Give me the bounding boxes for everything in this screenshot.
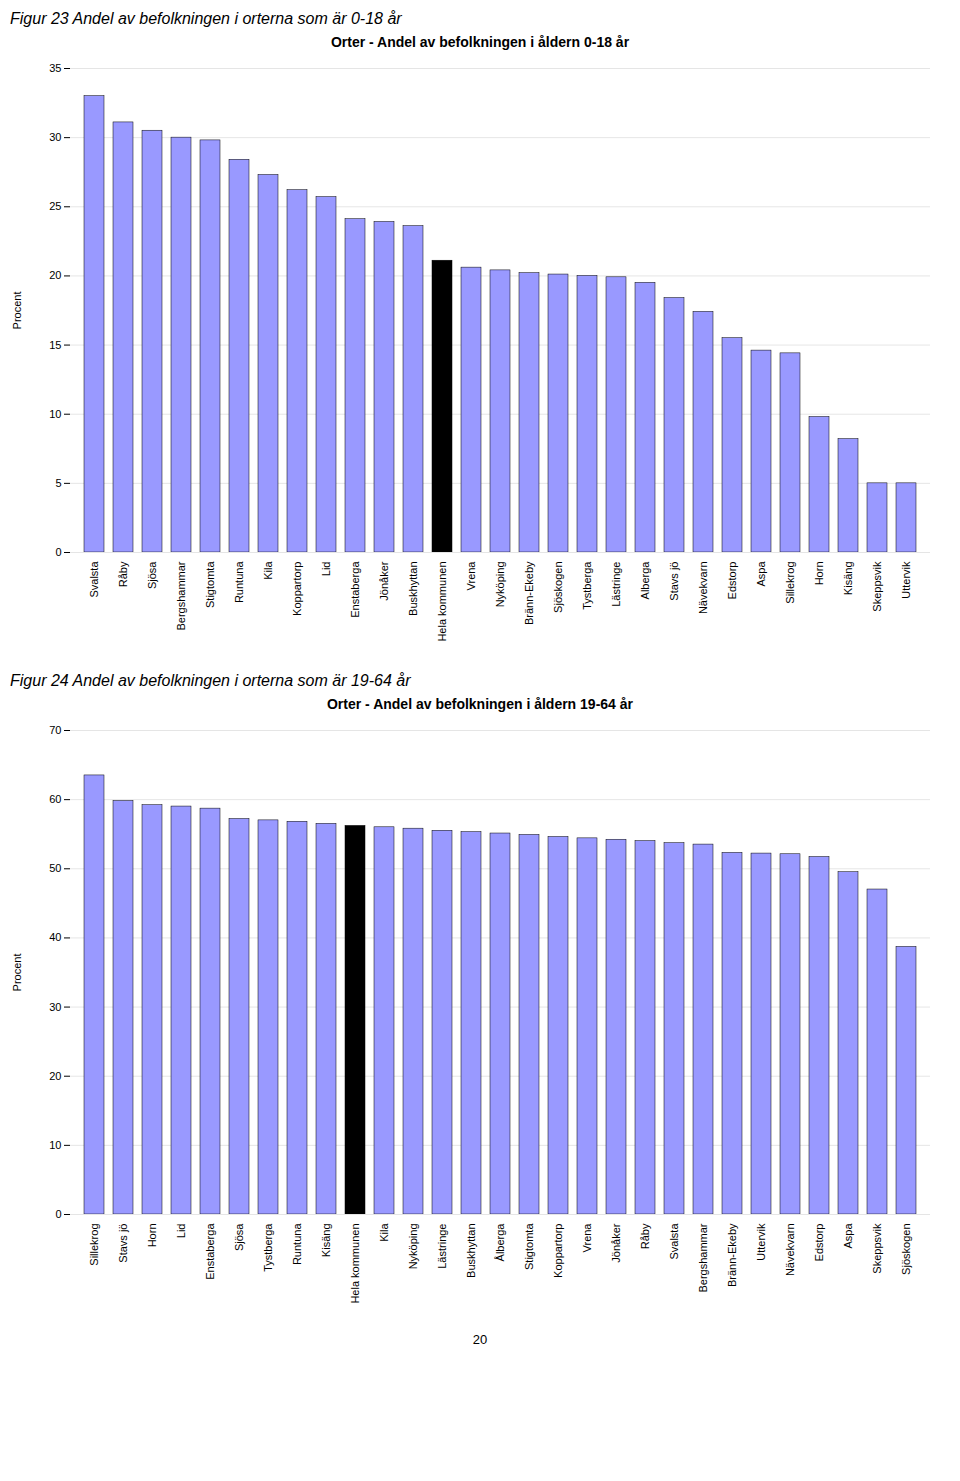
svg-text:Bränn-Ekeby: Bränn-Ekeby — [523, 561, 535, 625]
svg-text:Svalsta: Svalsta — [88, 561, 100, 598]
svg-text:Sjösa: Sjösa — [233, 1223, 245, 1251]
svg-text:Hela kommunen: Hela kommunen — [436, 562, 448, 642]
svg-text:30: 30 — [49, 1001, 61, 1013]
svg-text:Lid: Lid — [320, 562, 332, 577]
svg-text:20: 20 — [49, 1070, 61, 1082]
svg-text:Bergshammar: Bergshammar — [175, 561, 187, 630]
svg-text:Procent: Procent — [11, 292, 23, 330]
svg-text:Buskhyttan: Buskhyttan — [407, 562, 419, 616]
svg-text:Koppartorp: Koppartorp — [291, 562, 303, 616]
html-text:Figur 23 Andel av befolkningen: Figur 23 Andel av befolkningen i orterna… — [10, 10, 402, 27]
svg-text:40: 40 — [49, 931, 61, 943]
svg-text:Skeppsvik: Skeppsvik — [871, 561, 883, 612]
svg-text:Jönåker: Jönåker — [378, 561, 390, 600]
svg-text:Vrena: Vrena — [465, 561, 477, 591]
svg-text:Enstaberga: Enstaberga — [204, 1223, 216, 1280]
svg-text:Kila: Kila — [378, 1223, 390, 1242]
svg-text:5: 5 — [55, 477, 61, 489]
svg-text:Enstaberga: Enstaberga — [349, 561, 361, 618]
svg-text:Aspa: Aspa — [842, 1223, 854, 1249]
svg-text:Sjösa: Sjösa — [146, 561, 158, 589]
svg-text:15: 15 — [49, 339, 61, 351]
svg-text:Koppartorp: Koppartorp — [552, 1224, 564, 1278]
svg-text:Alberga: Alberga — [639, 561, 651, 600]
svg-text:Sillekrog: Sillekrog — [784, 562, 796, 604]
svg-text:Lästringe: Lästringe — [436, 1224, 448, 1269]
svg-text:Stigtomta: Stigtomta — [204, 561, 216, 608]
svg-text:Stavs jö: Stavs jö — [668, 562, 680, 601]
svg-text:Stavs jö: Stavs jö — [117, 1224, 129, 1263]
svg-text:Tystberga: Tystberga — [581, 561, 593, 610]
svg-text:10: 10 — [49, 408, 61, 420]
html-text:Orter - Andel av befolkningen: Orter - Andel av befolkningen i åldern 0… — [330, 34, 630, 50]
svg-text:Kisäng: Kisäng — [320, 1224, 332, 1258]
svg-text:Horn: Horn — [813, 562, 825, 586]
svg-text:Nävekvarn: Nävekvarn — [697, 562, 709, 615]
svg-text:Tystberga: Tystberga — [262, 1223, 274, 1272]
svg-text:30: 30 — [49, 131, 61, 143]
svg-text:Buskhyttan: Buskhyttan — [465, 1224, 477, 1278]
svg-text:Lästringe: Lästringe — [610, 562, 622, 607]
svg-text:Procent: Procent — [11, 954, 23, 992]
svg-text:Bränn-Ekeby: Bränn-Ekeby — [726, 1223, 738, 1287]
svg-text:Horn: Horn — [146, 1224, 158, 1248]
svg-text:Nyköping: Nyköping — [494, 562, 506, 608]
svg-text:Sillekrog: Sillekrog — [88, 1224, 100, 1266]
svg-text:Runtuna: Runtuna — [233, 561, 245, 603]
svg-text:Aspa: Aspa — [755, 561, 767, 587]
svg-text:Vrena: Vrena — [581, 1223, 593, 1253]
svg-text:Uttervik: Uttervik — [900, 561, 912, 599]
svg-text:Nävekvarn: Nävekvarn — [784, 1224, 796, 1277]
svg-text:35: 35 — [49, 62, 61, 74]
svg-text:Råby: Råby — [117, 561, 129, 587]
svg-text:10: 10 — [49, 1139, 61, 1151]
svg-text:Nyköping: Nyköping — [407, 1224, 419, 1270]
svg-text:Skeppsvik: Skeppsvik — [871, 1223, 883, 1274]
svg-text:60: 60 — [49, 793, 61, 805]
svg-text:70: 70 — [49, 724, 61, 736]
html-text:Figur 24 Andel av befolkningen: Figur 24 Andel av befolkningen i orterna… — [10, 672, 411, 689]
svg-text:Lid: Lid — [175, 1224, 187, 1239]
svg-text:20: 20 — [49, 269, 61, 281]
svg-text:Edstorp: Edstorp — [726, 562, 738, 600]
svg-text:Uttervik: Uttervik — [755, 1223, 767, 1261]
svg-text:Råby: Råby — [639, 1223, 651, 1249]
svg-text:Sjöskogen: Sjöskogen — [900, 1224, 912, 1275]
svg-text:Runtuna: Runtuna — [291, 1223, 303, 1265]
svg-text:Kila: Kila — [262, 561, 274, 580]
svg-text:Kisäng: Kisäng — [842, 562, 854, 596]
svg-text:Ålberga: Ålberga — [494, 1223, 506, 1262]
svg-text:Stigtomta: Stigtomta — [523, 1223, 535, 1270]
svg-text:0: 0 — [55, 546, 61, 558]
svg-text:50: 50 — [49, 862, 61, 874]
svg-text:Jönåker: Jönåker — [610, 1223, 622, 1262]
svg-text:Edstorp: Edstorp — [813, 1224, 825, 1262]
svg-text:Sjöskogen: Sjöskogen — [552, 562, 564, 613]
svg-text:0: 0 — [55, 1208, 61, 1220]
svg-text:Svalsta: Svalsta — [668, 1223, 680, 1260]
svg-text:Hela kommunen: Hela kommunen — [349, 1224, 361, 1304]
svg-text:Bergshammar: Bergshammar — [697, 1223, 709, 1292]
html-text:Orter - Andel av befolkningen: Orter - Andel av befolkningen i åldern 1… — [327, 696, 633, 712]
html-text:20: 20 — [472, 1332, 488, 1347]
svg-text:25: 25 — [49, 200, 61, 212]
